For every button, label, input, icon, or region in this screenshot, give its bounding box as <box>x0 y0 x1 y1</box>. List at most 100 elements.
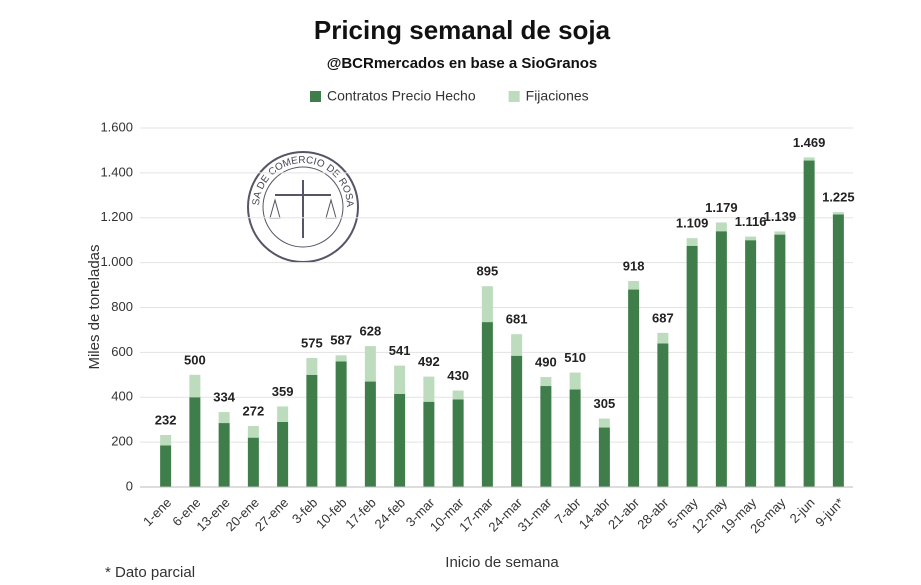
total-label: 492 <box>418 354 440 369</box>
y-tick-label: 1.400 <box>100 164 133 179</box>
bar-segment <box>423 401 435 487</box>
bar-segment <box>511 334 523 356</box>
bar-segment <box>277 421 289 487</box>
bar-segment <box>218 412 230 424</box>
bar-segment <box>803 160 815 488</box>
bar-segment <box>803 157 815 161</box>
bar-segment <box>598 427 610 487</box>
bar-segment <box>335 355 347 362</box>
total-label: 510 <box>564 350 586 365</box>
total-label: 305 <box>594 396 616 411</box>
bar-segment <box>247 437 259 487</box>
total-label: 575 <box>301 335 323 350</box>
total-label: 1.179 <box>705 200 738 215</box>
bar-segment <box>160 434 172 446</box>
bar-segment <box>481 286 493 323</box>
bar-segment <box>394 393 406 487</box>
bar-segment <box>569 389 581 487</box>
total-label: 541 <box>389 343 411 358</box>
x-tick-label: 10-feb <box>313 495 350 532</box>
footnote: * Dato parcial <box>105 564 195 581</box>
y-tick-label: 200 <box>111 434 133 449</box>
logo: BOLSA DE COMERCIO DE ROSARIO <box>0 0 359 263</box>
bar-segment <box>364 381 376 487</box>
y-tick-label: 0 <box>126 478 133 493</box>
bar-segment <box>657 343 669 487</box>
chart-subtitle: @BCRmercados en base a SioGranos <box>327 55 598 72</box>
bar-segment <box>745 236 757 241</box>
bar-segment <box>774 231 786 235</box>
y-tick-label: 400 <box>111 389 133 404</box>
bar-segment <box>452 399 464 487</box>
total-label: 1.225 <box>822 190 855 205</box>
bar-segment <box>540 377 552 387</box>
total-label: 1.139 <box>764 209 797 224</box>
y-tick-label: 1.600 <box>100 119 133 134</box>
total-label: 272 <box>243 403 265 418</box>
x-tick-label: 28-abr <box>634 494 672 532</box>
total-label: 587 <box>330 333 352 348</box>
bar-segment <box>598 418 610 428</box>
bar-segment <box>247 425 259 438</box>
x-axis-label: Inicio de semana <box>445 554 559 571</box>
bar-segment <box>745 240 757 487</box>
total-label: 334 <box>213 389 235 404</box>
legend-label: Contratos Precio Hecho <box>327 88 476 104</box>
bar-segment <box>686 238 698 246</box>
total-label: 232 <box>155 412 177 427</box>
bar-segment <box>774 234 786 487</box>
bar-segment <box>364 346 376 382</box>
bar-segment <box>394 365 406 394</box>
bar-segment <box>715 222 727 232</box>
y-tick-label: 800 <box>111 299 133 314</box>
bar-segment <box>832 214 844 487</box>
bar-segment <box>423 376 435 402</box>
bar-segment <box>335 361 347 487</box>
legend-label: Fijaciones <box>526 88 589 104</box>
bar-segment <box>306 357 318 375</box>
bar-segment <box>832 212 844 215</box>
x-tick-label: 1-ene <box>140 495 174 529</box>
total-label: 918 <box>623 258 645 273</box>
bar-segment <box>189 374 201 398</box>
total-label: 681 <box>506 312 528 327</box>
bar-segment <box>481 322 493 487</box>
bar-segment <box>628 281 640 290</box>
x-tick-label: 27-ene <box>252 495 291 534</box>
bar-segment <box>686 245 698 487</box>
x-tick-label: 2-jun <box>787 495 818 526</box>
y-axis-label: Miles de toneladas <box>86 244 103 369</box>
y-tick-label: 1.200 <box>100 209 133 224</box>
x-tick-label: 24-feb <box>371 495 408 532</box>
bar-segment <box>715 231 727 487</box>
bar-segment <box>511 355 523 487</box>
total-label: 1.469 <box>793 135 826 150</box>
total-label: 490 <box>535 354 557 369</box>
y-tick-label: 1.000 <box>100 254 133 269</box>
bar-segment <box>628 289 640 487</box>
legend-swatch <box>310 91 321 102</box>
bar-segment <box>218 423 230 487</box>
legend-swatch <box>508 91 520 102</box>
bar-segment <box>277 406 289 422</box>
total-label: 500 <box>184 352 206 367</box>
total-label: 1.116 <box>735 214 767 229</box>
bar-segment <box>306 374 318 487</box>
bar-segment <box>657 332 669 344</box>
bar-segment <box>160 445 172 487</box>
x-tick-label: 14-abr <box>576 494 614 532</box>
x-tick-label: 31-mar <box>515 494 555 534</box>
bar-segment <box>540 386 552 487</box>
total-label: 430 <box>447 368 469 383</box>
bar-segment <box>452 390 464 400</box>
total-label: 628 <box>360 324 382 339</box>
total-label: 1.109 <box>676 216 709 231</box>
x-tick-label: 17-feb <box>342 495 379 532</box>
y-tick-label: 600 <box>111 344 133 359</box>
bar-segment <box>189 397 201 487</box>
total-label: 895 <box>477 264 499 279</box>
chart-title: Pricing semanal de soja <box>314 15 611 45</box>
bar-segment <box>569 372 581 390</box>
x-tick-label: 9-jun* <box>812 495 847 530</box>
